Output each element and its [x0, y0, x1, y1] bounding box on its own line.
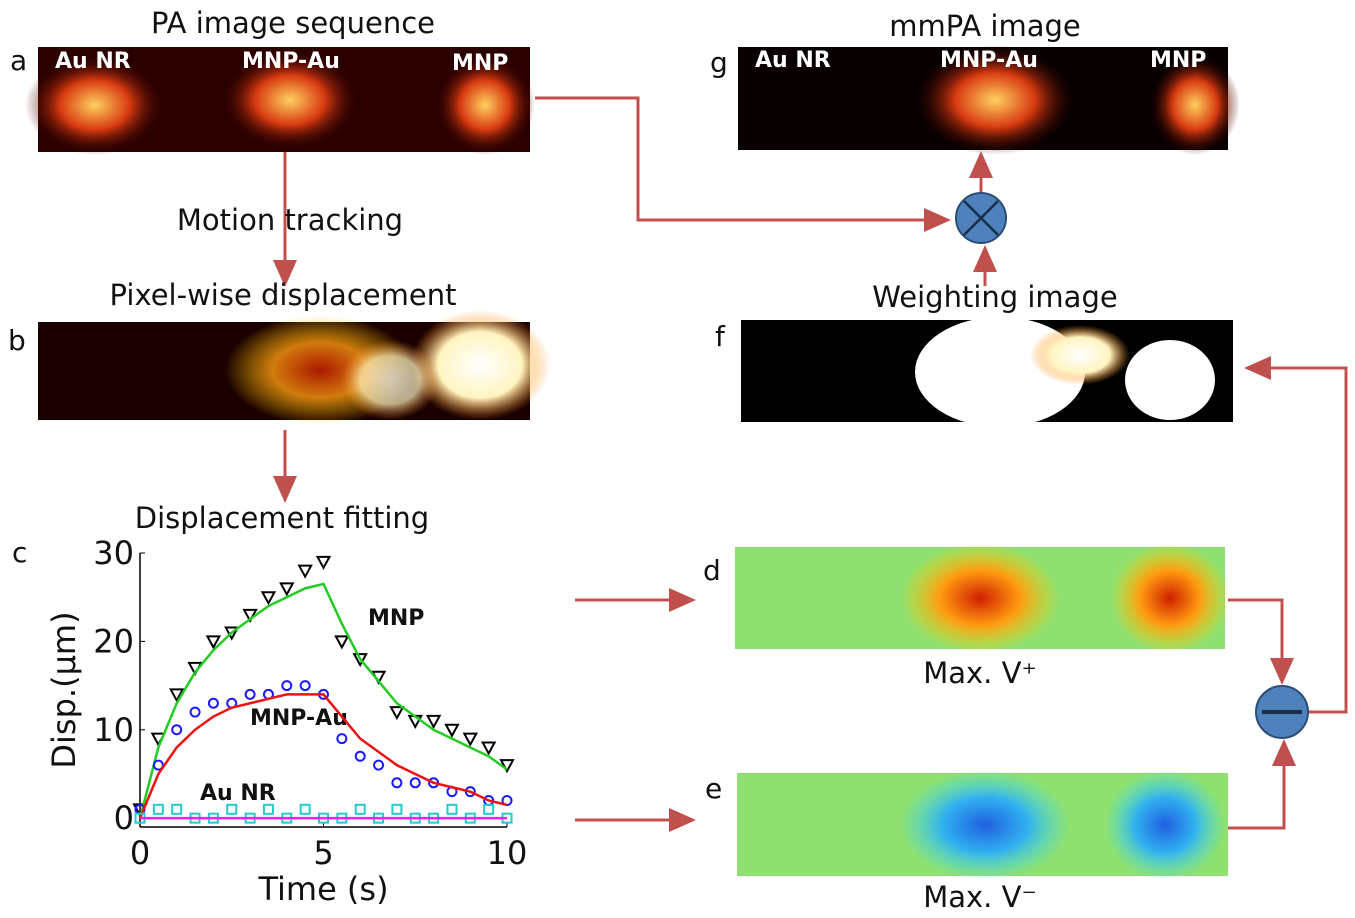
point	[246, 690, 255, 699]
point	[336, 636, 348, 647]
point	[374, 761, 383, 770]
point	[301, 805, 310, 814]
overlay-label: MNP-Au	[940, 48, 1038, 73]
point	[464, 734, 476, 745]
y-tick-label: 20	[93, 622, 134, 660]
overlay-label: MNP	[452, 51, 508, 76]
letter-c: c	[12, 536, 27, 569]
point	[483, 742, 495, 753]
title-c: Displacement fitting	[135, 501, 429, 535]
series-annotation: Au NR	[200, 781, 276, 806]
figure: PA image sequence a Au NR MNP-Au MNP Mot…	[0, 0, 1355, 914]
image-d	[735, 543, 1230, 653]
point	[391, 707, 403, 718]
image-f	[741, 317, 1233, 427]
subtract-node	[1256, 686, 1308, 738]
letter-f: f	[715, 320, 726, 353]
point	[337, 734, 346, 743]
point	[262, 592, 274, 603]
overlay-label: MNP-Au	[242, 49, 340, 74]
title-f: Weighting image	[872, 280, 1117, 314]
y-tick-label: 30	[93, 534, 134, 572]
image-e	[737, 770, 1228, 880]
point	[318, 557, 330, 568]
point	[154, 805, 163, 814]
letter-a: a	[10, 44, 27, 77]
point	[356, 805, 365, 814]
series-annotation: MNP-Au	[250, 706, 348, 731]
point	[281, 583, 293, 594]
arrows	[285, 98, 1346, 828]
point	[484, 805, 493, 814]
caption-e: Max. V⁻	[923, 880, 1037, 914]
image-b	[38, 310, 550, 425]
x-tick-label: 5	[313, 834, 333, 872]
title-g: mmPA image	[889, 9, 1081, 43]
point	[392, 805, 401, 814]
point	[172, 805, 181, 814]
point	[172, 725, 181, 734]
point	[392, 778, 401, 787]
letter-d: d	[703, 554, 721, 587]
point	[264, 805, 273, 814]
x-axis-label: Time (s)	[257, 870, 388, 908]
chart: 0 10 20 30 0 5 10 Time (s) Disp.(μm) MNP MNP-Au Au …	[45, 534, 527, 908]
y-tick-label: 0	[114, 799, 134, 837]
caption-d: Max. V⁺	[923, 656, 1037, 690]
point	[282, 681, 291, 690]
point	[356, 752, 365, 761]
overlay-label: Au NR	[755, 48, 831, 73]
letter-e: e	[705, 772, 722, 805]
y-tick-label: 10	[93, 711, 134, 749]
overlay-label: MNP	[1150, 48, 1206, 73]
point	[227, 805, 236, 814]
title-b: Pixel-wise displacement	[110, 278, 457, 312]
point	[301, 681, 310, 690]
overlay-label: Au NR	[55, 49, 131, 74]
x-tick-label: 10	[487, 834, 528, 872]
letter-g: g	[710, 46, 728, 79]
point	[209, 699, 218, 708]
fit-line	[140, 584, 507, 818]
series-annotation: MNP	[368, 606, 424, 631]
step-label: Motion tracking	[177, 203, 403, 237]
point	[299, 566, 311, 577]
x-tick-label: 0	[130, 834, 150, 872]
point	[447, 805, 456, 814]
point	[191, 708, 200, 717]
point	[411, 778, 420, 787]
y-axis-label: Disp.(μm)	[45, 611, 83, 768]
letter-b: b	[8, 324, 26, 357]
point	[446, 725, 458, 736]
multiply-node	[956, 193, 1006, 243]
title-a: PA image sequence	[151, 6, 435, 40]
